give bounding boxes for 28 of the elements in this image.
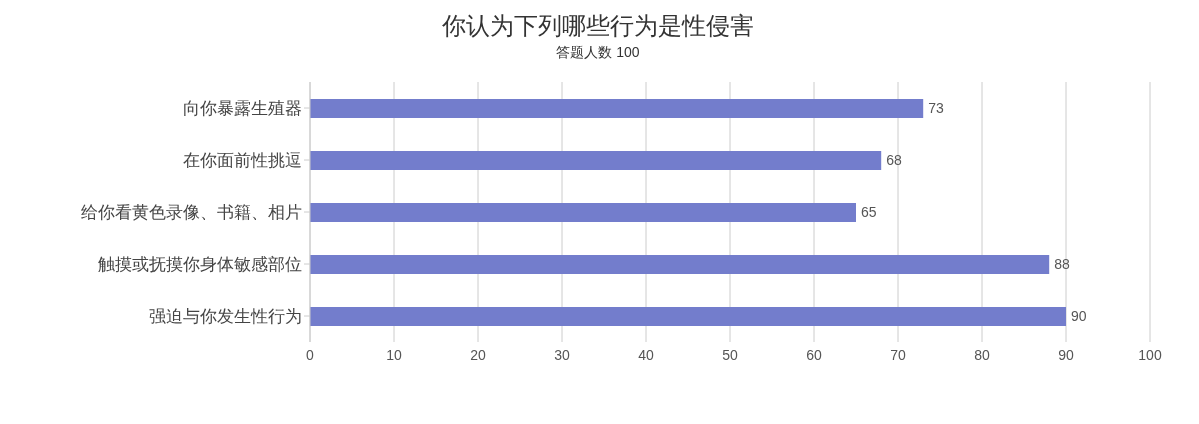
x-tick-label: 40 xyxy=(638,346,654,363)
x-tick-label: 30 xyxy=(554,346,570,363)
bar xyxy=(310,99,924,118)
x-tick-label: 20 xyxy=(470,346,486,363)
bar xyxy=(310,307,1066,326)
x-tick-label: 90 xyxy=(1058,346,1074,363)
x-tick-label: 0 xyxy=(306,346,315,363)
bar xyxy=(310,151,882,170)
x-tick-label: 70 xyxy=(890,346,906,363)
y-tick-label: 在你面前性挑逗 xyxy=(183,151,302,171)
x-tick-label: 60 xyxy=(806,346,822,363)
x-tick-label: 10 xyxy=(386,346,402,363)
bar xyxy=(310,255,1050,274)
data-label: 65 xyxy=(861,204,877,221)
y-tick-label: 强迫与你发生性行为 xyxy=(149,307,302,327)
data-label: 90 xyxy=(1071,308,1087,325)
x-tick-label: 100 xyxy=(1138,346,1162,363)
y-tick-label: 给你看黄色录像、书籍、相片 xyxy=(81,203,302,223)
y-tick-label: 触摸或抚摸你身体敏感部位 xyxy=(98,255,302,275)
chart-subtitle: 答题人数 100 xyxy=(555,44,641,62)
chart-title: 你认为下列哪些行为是性侵害 xyxy=(441,11,755,41)
data-label: 88 xyxy=(1054,256,1070,273)
x-tick-label: 80 xyxy=(974,346,990,363)
x-tick-label: 50 xyxy=(722,346,738,363)
data-label: 73 xyxy=(928,100,944,117)
data-label: 68 xyxy=(886,152,902,169)
bar xyxy=(310,203,856,222)
y-tick-label: 向你暴露生殖器 xyxy=(183,99,302,119)
